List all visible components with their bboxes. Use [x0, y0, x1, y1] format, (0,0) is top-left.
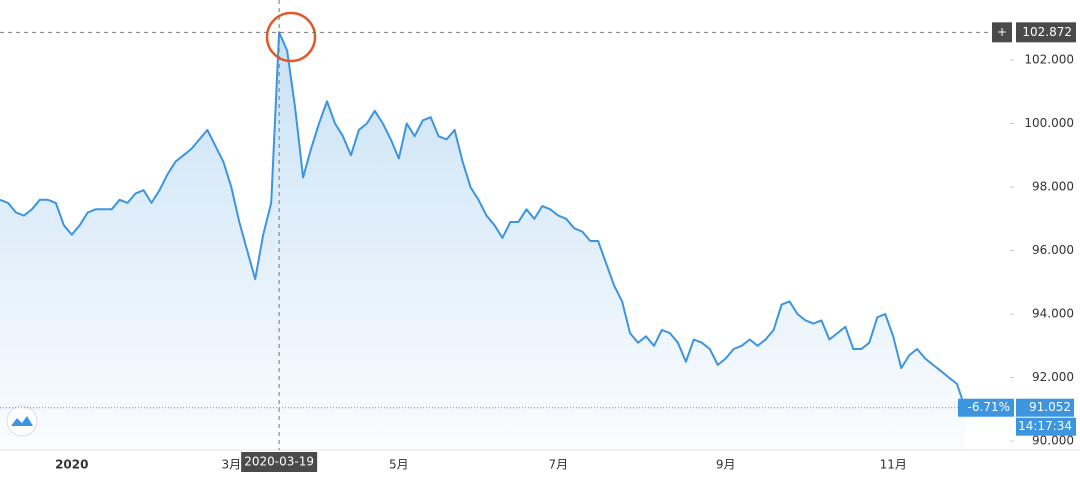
y-tick-label: 98.000	[1032, 180, 1074, 194]
x-tick-label: 11月	[880, 458, 907, 472]
crosshair-date-tag	[241, 452, 318, 472]
x-tick-label: 2020	[55, 458, 88, 472]
time-label: 14:17:34	[1018, 419, 1072, 433]
highlight-circle	[265, 11, 317, 63]
price-line	[0, 31, 966, 409]
y-tick-label: 102.000	[1024, 53, 1074, 67]
y-tick-label: 96.000	[1032, 243, 1074, 257]
crosshair-price-label: 102.872	[1022, 25, 1072, 39]
change-label: -6.71%	[968, 400, 1010, 414]
logo	[6, 405, 38, 437]
y-tick-label: 92.000	[1032, 370, 1074, 384]
crosshair-plus	[992, 22, 1012, 43]
x-tick-label: 5月	[389, 458, 409, 472]
y-tick-label: 104.000	[1024, 0, 1074, 3]
x-tick-label: 3月	[221, 458, 241, 472]
x-tick-label: 7月	[548, 458, 568, 472]
plus-icon: +	[997, 25, 1007, 39]
last-price-tag	[1016, 398, 1074, 417]
y-tick-label: 90.000	[1032, 434, 1074, 448]
crosshair-date-label: 2020-03-19	[244, 455, 314, 469]
change-tag	[958, 398, 1014, 417]
crosshair-price-tag	[1016, 22, 1076, 43]
y-tick-label: 100.000	[1024, 116, 1074, 130]
y-tick-label: 94.000	[1032, 307, 1074, 321]
x-tick-label: 9月	[716, 458, 736, 472]
area-fill	[0, 32, 965, 451]
time-tag	[1016, 417, 1076, 436]
last-price-label: 91.052	[1029, 400, 1071, 414]
